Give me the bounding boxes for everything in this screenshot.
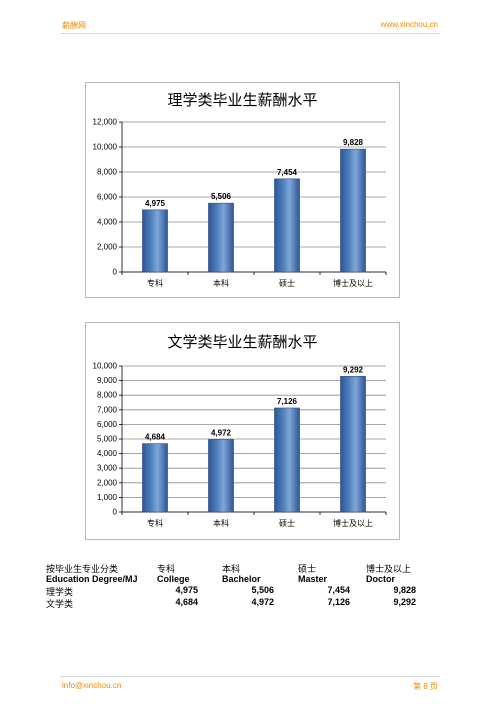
bar	[208, 202, 234, 273]
y-tick-label: 12,000	[93, 118, 118, 127]
bar	[142, 209, 168, 273]
bar	[208, 439, 234, 513]
y-tick-label: 8,000	[97, 168, 118, 177]
table-header-cn-doctor: 博士及以上	[366, 565, 412, 575]
y-tick-label: 5,000	[97, 435, 118, 444]
y-tick-label: 0	[113, 268, 118, 277]
data-label: 7,454	[277, 168, 298, 177]
y-tick-label: 2,000	[97, 478, 118, 487]
y-tick-label: 9,000	[97, 376, 118, 385]
data-label: 9,828	[343, 138, 364, 147]
table-header-en-doctor: Doctor	[366, 573, 395, 584]
table-cell: 5,506	[251, 585, 274, 595]
table-row-label: 文学类	[46, 599, 74, 610]
chart-science-svg: 理学类毕业生薪酬水平 0 2,000 4,000 6,000 8,000 10,000 12,…	[93, 91, 387, 288]
table-header-en-master: Master	[298, 573, 328, 584]
table-header-en-bachelor: Bachelor	[222, 573, 261, 584]
y-tick-label: 4,000	[97, 449, 118, 458]
chart-science-salary: 理学类毕业生薪酬水平 0 2,000 4,000 6,000 8,000 10,000 12,…	[85, 82, 400, 298]
chart-title: 理学类毕业生薪酬水平	[167, 91, 317, 109]
bar	[340, 148, 366, 273]
x-tick-label: 本科	[213, 278, 229, 288]
data-label: 4,975	[145, 199, 166, 208]
x-tick-label: 博士及以上	[333, 518, 373, 528]
x-tick-label: 硕士	[279, 518, 295, 528]
x-tick-label: 本科	[213, 518, 229, 528]
site-name: 薪酬网	[62, 21, 86, 30]
y-tick-label: 1,000	[97, 493, 118, 502]
y-tick-label: 7,000	[97, 405, 118, 414]
y-tick-label: 6,000	[97, 420, 118, 429]
table-cell: 7,454	[327, 585, 350, 595]
table-cell: 4,684	[175, 596, 198, 607]
x-tick-label: 博士及以上	[333, 278, 373, 288]
chart-title: 文学类毕业生薪酬水平	[167, 333, 317, 351]
table-row-label: 理学类	[46, 588, 74, 598]
y-tick-label: 10,000	[93, 143, 118, 152]
y-tick-label: 8,000	[97, 391, 118, 400]
table-cell: 7,126	[327, 596, 350, 607]
y-tick-label: 2,000	[97, 243, 118, 252]
y-tick-label: 0	[113, 508, 118, 517]
table-header-cn-master: 硕士	[298, 565, 317, 575]
y-tick-label: 4,000	[97, 218, 118, 227]
bar	[340, 376, 366, 513]
header-divider	[60, 33, 440, 34]
table-header-en-college: College	[157, 573, 190, 584]
data-label: 4,684	[145, 433, 166, 442]
x-tick-label: 专科	[147, 518, 163, 528]
data-label: 9,292	[343, 365, 364, 374]
chart-literature-salary: 文学类毕业生薪酬水平 0 1,000 2,000 3,000 4,000 5,000 6,00…	[85, 322, 400, 540]
bar	[142, 443, 168, 513]
table-header-cn-college: 专科	[157, 565, 176, 575]
footer-page-number: 第 8 页	[413, 682, 438, 691]
data-label: 4,972	[211, 428, 232, 437]
table-header-cn-bachelor: 本科	[222, 565, 241, 575]
table-cell: 9,292	[393, 596, 416, 607]
table-header-en-label: Education Degree/MJ	[46, 573, 138, 584]
table-cell: 4,975	[175, 585, 198, 595]
data-label: 7,126	[277, 397, 298, 406]
table-header-cn-label: 按毕业生专业分类	[46, 565, 119, 575]
footer-divider	[60, 676, 440, 677]
x-tick-label: 硕士	[279, 278, 295, 288]
table-cell: 9,828	[393, 585, 416, 595]
data-label: 5,506	[211, 192, 232, 201]
chart-literature-svg: 文学类毕业生薪酬水平 0 1,000 2,000 3,000 4,000 5,000 6,00…	[93, 333, 387, 528]
site-url[interactable]: www.xinchou.cn	[380, 20, 438, 29]
bar	[274, 407, 300, 513]
y-tick-label: 3,000	[97, 464, 118, 473]
x-tick-label: 专科	[147, 278, 163, 288]
footer-email[interactable]: info@xinchou.cn	[62, 681, 122, 690]
y-tick-label: 6,000	[97, 193, 118, 202]
table-cell: 4,972	[251, 596, 274, 607]
y-tick-label: 10,000	[93, 362, 118, 371]
bar	[274, 178, 300, 273]
